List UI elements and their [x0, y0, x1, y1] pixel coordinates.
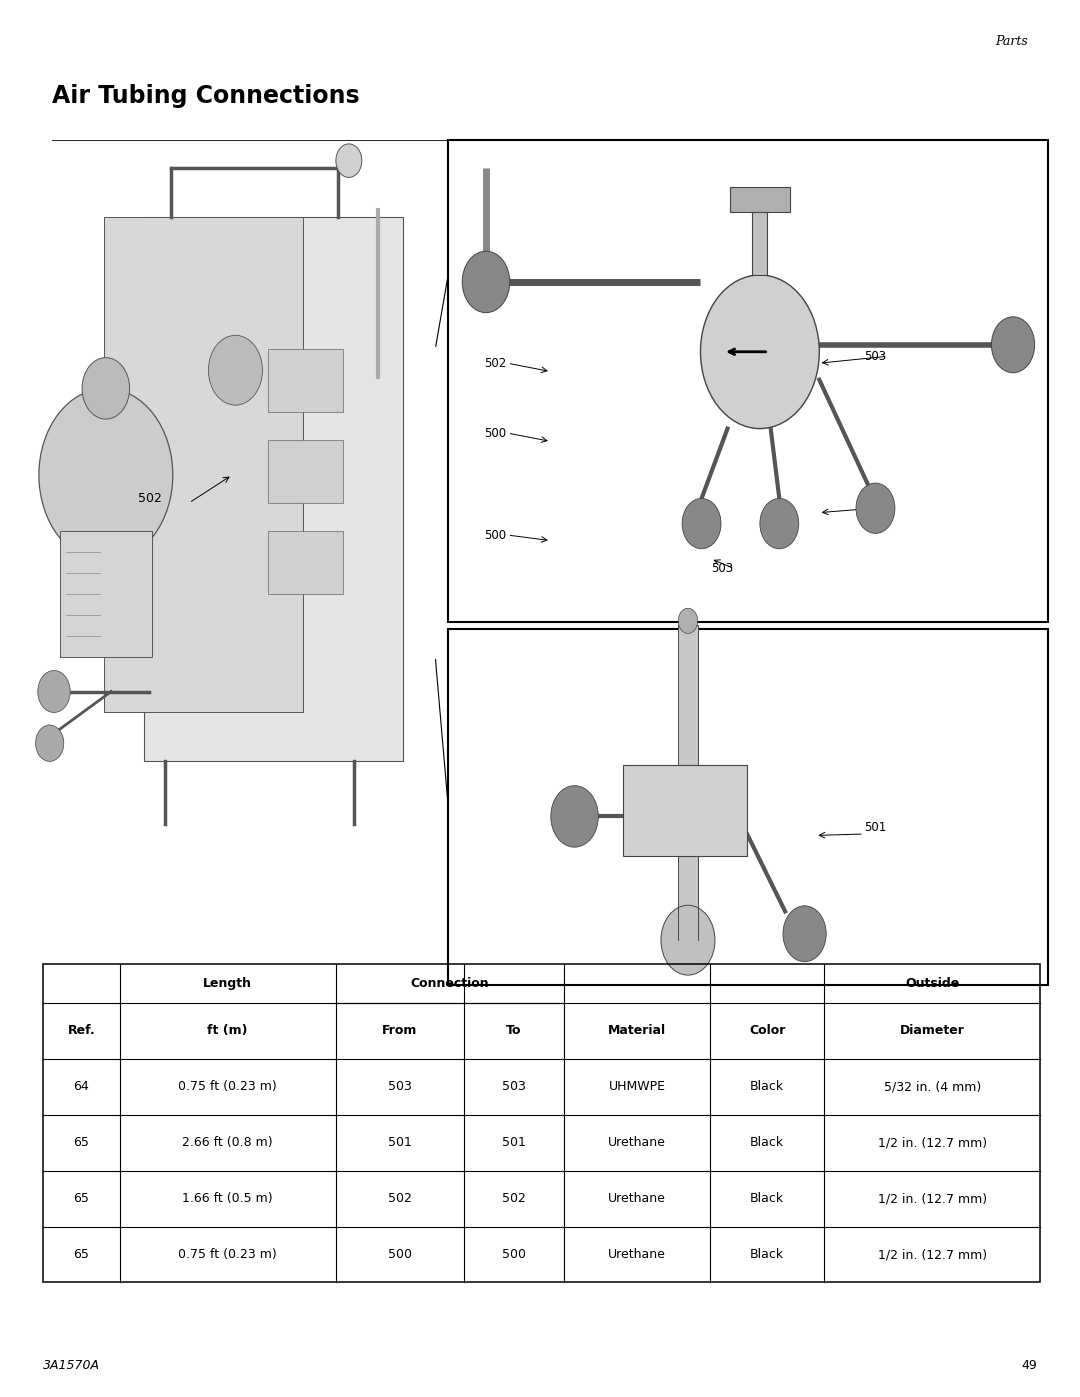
Text: 5/32 in. (4 mm): 5/32 in. (4 mm)	[883, 1080, 981, 1094]
Text: 0.75 ft (0.23 m): 0.75 ft (0.23 m)	[178, 1080, 278, 1094]
Bar	[60, 531, 152, 657]
Bar	[268, 531, 343, 594]
Text: Black: Black	[751, 1248, 784, 1261]
Text: ft (m): ft (m)	[207, 1024, 248, 1038]
Bar	[753, 208, 768, 275]
Text: UHMWPE: UHMWPE	[608, 1080, 665, 1094]
Text: 502: 502	[388, 1192, 411, 1206]
Text: 503: 503	[864, 349, 886, 363]
Circle shape	[462, 251, 510, 313]
Text: Outside: Outside	[905, 977, 959, 990]
Bar	[144, 217, 403, 761]
Text: To: To	[507, 1024, 522, 1038]
Text: Air Tubing Connections: Air Tubing Connections	[52, 84, 360, 108]
Text: 501: 501	[388, 1136, 411, 1150]
Text: 0.75 ft (0.23 m): 0.75 ft (0.23 m)	[178, 1248, 278, 1261]
Text: Connection: Connection	[410, 977, 489, 990]
Text: Material: Material	[608, 1024, 666, 1038]
Text: 501: 501	[864, 820, 887, 834]
Text: 2.66 ft (0.8 m): 2.66 ft (0.8 m)	[183, 1136, 273, 1150]
Text: 65: 65	[73, 1192, 90, 1206]
Circle shape	[783, 905, 826, 961]
Text: 503: 503	[388, 1080, 411, 1094]
Circle shape	[683, 499, 721, 549]
Circle shape	[678, 608, 698, 633]
Bar	[678, 849, 698, 950]
Circle shape	[82, 358, 130, 419]
Bar	[104, 217, 303, 712]
Bar	[43, 964, 1040, 1282]
Circle shape	[336, 144, 362, 177]
Circle shape	[760, 499, 799, 549]
Text: Parts: Parts	[996, 35, 1028, 47]
Circle shape	[856, 483, 895, 534]
Text: Urethane: Urethane	[608, 1248, 666, 1261]
Text: Black: Black	[751, 1080, 784, 1094]
Text: 503: 503	[502, 1080, 526, 1094]
Bar	[448, 629, 1048, 985]
Text: 503: 503	[711, 562, 732, 576]
Text: 502: 502	[484, 356, 507, 370]
Text: Urethane: Urethane	[608, 1136, 666, 1150]
Text: 500: 500	[388, 1248, 411, 1261]
Text: Ref.: Ref.	[68, 1024, 95, 1038]
Text: 501: 501	[864, 500, 887, 514]
Bar	[678, 624, 698, 792]
Text: Diameter: Diameter	[900, 1024, 964, 1038]
Bar	[268, 349, 343, 412]
Text: 500: 500	[484, 426, 505, 440]
Bar	[623, 764, 747, 855]
Circle shape	[551, 785, 598, 847]
Circle shape	[38, 671, 70, 712]
Text: 65: 65	[73, 1248, 90, 1261]
Text: 501: 501	[502, 1136, 526, 1150]
Circle shape	[39, 388, 173, 562]
Circle shape	[991, 317, 1035, 373]
Text: 500: 500	[484, 528, 505, 542]
Text: 502: 502	[502, 1192, 526, 1206]
Text: 502: 502	[138, 492, 162, 506]
Text: Black: Black	[751, 1192, 784, 1206]
Text: 1.66 ft (0.5 m): 1.66 ft (0.5 m)	[183, 1192, 273, 1206]
Bar	[448, 140, 1048, 622]
Circle shape	[661, 905, 715, 975]
Bar	[730, 187, 791, 212]
Text: 1/2 in. (12.7 mm): 1/2 in. (12.7 mm)	[878, 1136, 987, 1150]
Text: Length: Length	[203, 977, 252, 990]
Text: Black: Black	[751, 1136, 784, 1150]
Text: 49: 49	[1021, 1359, 1037, 1372]
Text: 3A1570A: 3A1570A	[43, 1359, 100, 1372]
Text: 1/2 in. (12.7 mm): 1/2 in. (12.7 mm)	[878, 1192, 987, 1206]
Circle shape	[701, 275, 820, 429]
Text: Color: Color	[748, 1024, 785, 1038]
Text: 1/2 in. (12.7 mm): 1/2 in. (12.7 mm)	[878, 1248, 987, 1261]
Bar	[268, 440, 343, 503]
Text: 65: 65	[73, 1136, 90, 1150]
Circle shape	[36, 725, 64, 761]
Text: 500: 500	[502, 1248, 526, 1261]
Text: From: From	[382, 1024, 417, 1038]
Text: 64: 64	[73, 1080, 90, 1094]
Circle shape	[208, 335, 262, 405]
Text: Urethane: Urethane	[608, 1192, 666, 1206]
